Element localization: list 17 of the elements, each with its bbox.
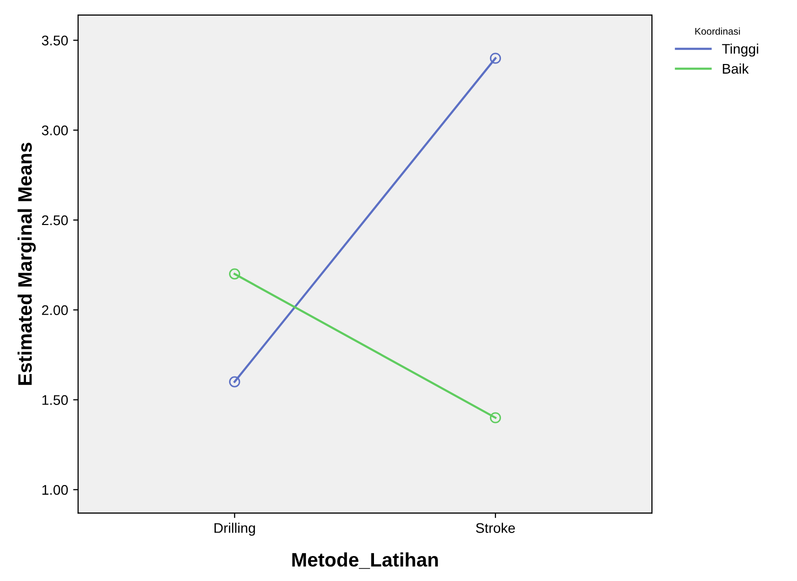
legend-title: Koordinasi <box>695 28 740 35</box>
legend-label: Baik <box>722 64 749 74</box>
x-tick-label: Stroke <box>476 522 515 533</box>
x-tick-label: Drilling <box>214 522 255 536</box>
y-tick-label: 2.00 <box>42 305 68 316</box>
point <box>490 412 501 424</box>
x-axis-title: Metode_Latihan <box>292 552 438 569</box>
y-tick-label: 2.50 <box>42 215 68 226</box>
point <box>229 376 240 388</box>
y-tick-label: 1.00 <box>42 484 68 495</box>
y-tick-label: 3.00 <box>42 125 68 136</box>
y-tick-label: 1.50 <box>42 395 68 405</box>
point <box>229 268 240 280</box>
y-axis-title: Estimated Marginal Means <box>18 142 36 385</box>
point <box>490 52 501 64</box>
legend-label: Tinggi <box>722 44 758 57</box>
y-tick-label: 3.50 <box>42 36 68 46</box>
